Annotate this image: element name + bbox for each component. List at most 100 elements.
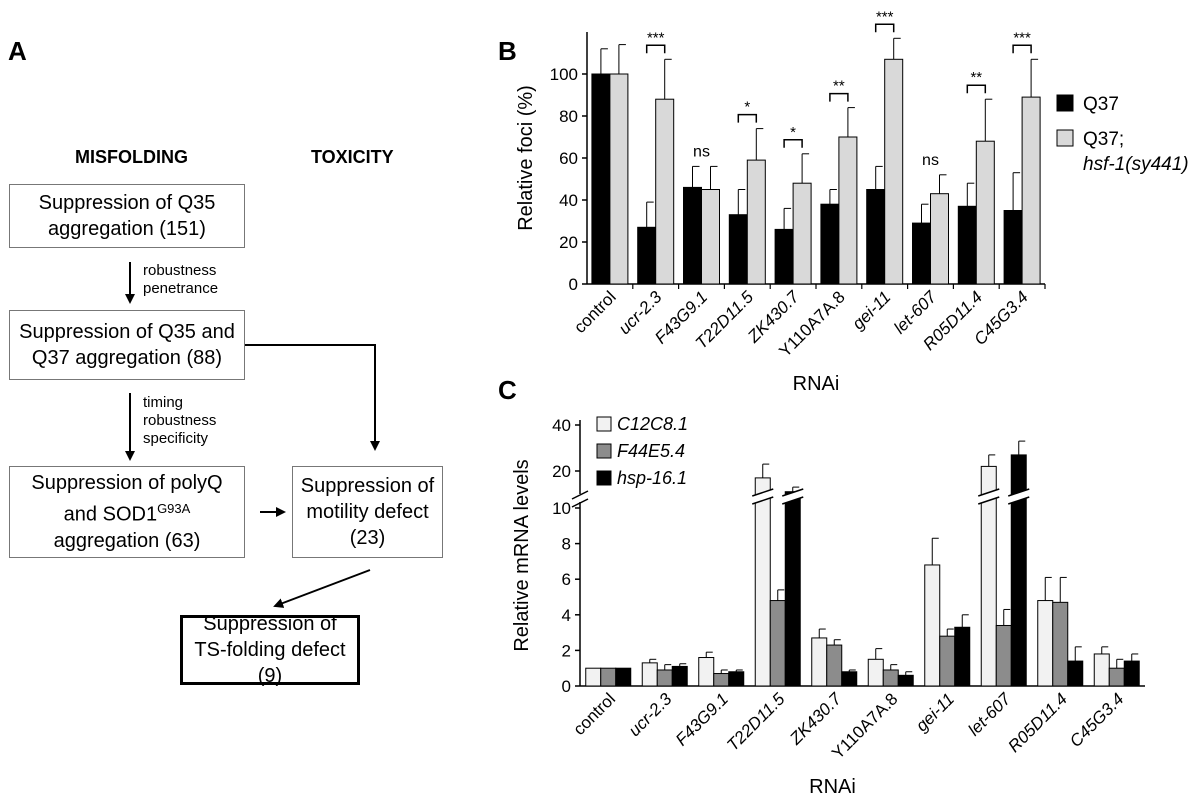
chart-b-significance-label: ns	[922, 152, 939, 169]
chart-c-legend-label: F44E5.4	[617, 441, 685, 461]
chart-b-significance-label: **	[970, 69, 982, 86]
arrow-box4-to-box5	[273, 569, 371, 608]
chart-b-y-tick-label: 40	[559, 191, 578, 210]
chart-c-category-label: C45G3.4	[1066, 689, 1128, 751]
chart-c-category-label: gei-11	[912, 689, 958, 735]
arrow1-label: robustness penetrance	[143, 262, 218, 298]
chart-b-significance-label: ***	[1013, 29, 1031, 46]
chart-c-bar-break-mark	[978, 496, 1000, 505]
chart-b-significance-label: *	[790, 124, 796, 141]
chart-c-bar	[882, 669, 899, 687]
chart-b-significance-label: *	[744, 99, 750, 116]
arrow2-label: timing robustness specificity	[143, 394, 216, 448]
chart-c-bar	[1108, 667, 1125, 687]
chart-c-bar-break-mark	[782, 488, 804, 497]
box4-line1: Suppression of	[300, 475, 435, 497]
chart-c-bar	[1123, 660, 1140, 687]
panel-c-letter: C	[498, 375, 517, 405]
chart-b-significance-label: ns	[693, 143, 710, 160]
chart-b-y-tick-label: 60	[559, 149, 578, 168]
chart-c-bar	[713, 673, 730, 687]
chart-c-category-label: let-607	[964, 689, 1015, 740]
chart-c-bar	[1067, 660, 1084, 687]
chart-c-legend-swatch	[596, 443, 612, 459]
chart-b-significance-label: **	[833, 78, 845, 95]
chart-c-y-tick-label: 6	[562, 570, 571, 589]
chart-b-legend-label-q37: Q37	[1083, 94, 1119, 115]
chart-b-y-tick-label: 100	[550, 65, 578, 84]
chart-c-bar	[1052, 601, 1069, 687]
chart-c-bar-break-mark	[782, 496, 804, 505]
misfolding-header: MISFOLDING	[75, 147, 188, 167]
box3-line1: Suppression of polyQ	[31, 472, 223, 495]
chart-c-bar	[585, 667, 602, 687]
chart-c-bar-break-mark	[1008, 496, 1030, 505]
box4-line2: motility defect	[306, 501, 429, 523]
chart-c-bar	[826, 644, 843, 687]
chart-b-significance-label: ***	[647, 29, 665, 46]
box-q35-q37-aggregation-text: Suppression of Q35 and Q37 aggregation (…	[19, 321, 235, 369]
chart-c-bar	[995, 624, 1012, 687]
chart-c-bar	[784, 491, 801, 687]
box3-superscript: G93A	[157, 501, 191, 517]
chart-b-significance-bracket	[874, 23, 895, 33]
box3-line2: and SOD1G93A	[63, 501, 191, 526]
chart-c-legend-swatch	[596, 416, 612, 432]
chart-c-y-tick-label: 10	[552, 499, 571, 518]
chart-c-bar	[754, 477, 771, 687]
panel-b-letter: B	[498, 36, 517, 66]
chart-b-significance-label: ***	[876, 8, 894, 25]
arrow1-label-line2: penetrance	[143, 280, 219, 297]
chart-c-category-label: R05D11.4	[1004, 689, 1071, 756]
chart-c-legend-label: hsp-16.1	[617, 468, 687, 488]
box4-line3: (23)	[349, 527, 386, 549]
chart-c-bar	[656, 669, 673, 687]
box-ts-folding-defect: Suppression of TS-folding defect (9)	[180, 613, 360, 687]
chart-b-y-tick-label: 0	[569, 275, 578, 294]
chart-c-bar	[1037, 600, 1054, 687]
chart-c-category-label: T22D11.5	[723, 689, 789, 755]
chart-c-category-label: control	[570, 689, 620, 739]
arrow2-label-line1: timing	[143, 394, 184, 411]
chart-c-bar	[1010, 454, 1027, 687]
chart-c-bar	[841, 671, 858, 687]
arrow2-label-line3: specificity	[143, 430, 209, 447]
box5-line2: TS-folding defect (9)	[194, 639, 346, 687]
chart-c-bar	[600, 667, 617, 687]
chart-b-y-axis-label: Relative foci (%)	[515, 85, 537, 231]
chart-c-bar	[867, 658, 884, 687]
arrow-box2-to-box4	[245, 344, 380, 451]
panel-a-letter: A	[8, 36, 27, 66]
chart-c-legend-label: C12C8.1	[617, 414, 688, 434]
chart-c-bar-break-gap	[782, 489, 804, 504]
chart-c-y-tick-label: 8	[562, 535, 571, 554]
chart-c-axis-break-mark	[571, 498, 589, 508]
chart-c-bar-break-mark	[978, 488, 1000, 497]
chart-c-y-axis-label: Relative mRNA levels	[511, 459, 533, 651]
chart-c-x-axis-label: RNAi	[809, 776, 856, 798]
chart-c-legend-swatch	[596, 470, 612, 486]
chart-c-y-tick-label: 4	[562, 606, 571, 625]
chart-c-y-tick-label: 2	[562, 641, 571, 660]
chart-b-significance-bracket	[645, 44, 666, 54]
chart-c-bar	[615, 667, 632, 687]
chart-c-bar-break-gap	[978, 489, 1000, 504]
box-motility-defect: Suppression of motility defect (23)	[292, 466, 443, 558]
chart-c-bar	[954, 626, 971, 687]
chart-b-significance-bracket	[737, 113, 758, 123]
chart-b-y-tick-label: 20	[559, 233, 578, 252]
chart-b-significance-bracket	[966, 84, 987, 94]
arrow1-label-line1: robustness	[143, 262, 217, 279]
chart-b-significance-bracket	[783, 139, 803, 148]
chart-b-y-tick-label: 80	[559, 107, 578, 126]
chart-c-bar-break-gap	[752, 489, 774, 504]
chart-c-bar	[728, 671, 745, 687]
chart-c-bar	[811, 637, 828, 687]
box-q35-q37-aggregation: Suppression of Q35 and Q37 aggregation (…	[9, 310, 245, 380]
chart-b-significance-bracket	[1012, 44, 1032, 54]
chart-c-y-tick-label: 0	[562, 677, 571, 696]
chart-c-axis-break-mark	[571, 490, 589, 500]
